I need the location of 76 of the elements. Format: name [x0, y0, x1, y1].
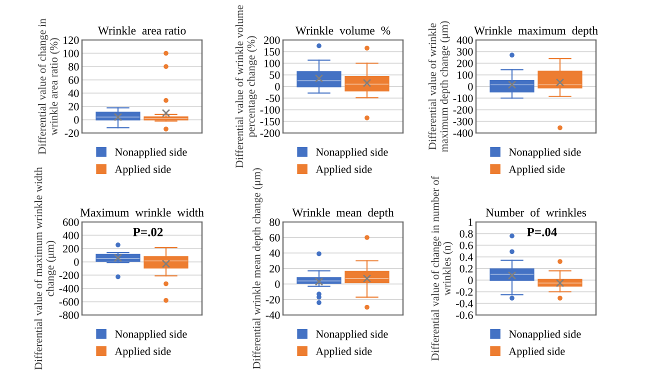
y-tick-label: 0.2	[460, 264, 473, 273]
y-axis-title: Differential value of wrinkle volume percentage change (%)	[235, 5, 258, 168]
legend-label: Nonapplied side	[114, 148, 187, 158]
y-tick-label: -400	[453, 129, 473, 137]
y-tick-label: -0.4	[456, 300, 474, 308]
legend-label: Nonapplied side	[508, 148, 581, 158]
y-tick-label: 0.4	[460, 253, 474, 261]
y-tick-label: -20	[266, 296, 280, 304]
y-tick-label: 0	[468, 276, 473, 284]
y-tick-label: -100	[260, 106, 280, 114]
y-tick-label: 1	[468, 218, 473, 226]
legend-label: Applied side	[508, 165, 565, 176]
legend-label: Applied side	[114, 347, 171, 358]
y-tick-label: 200	[457, 60, 473, 68]
chart-title: Wrinkle maximum depth	[474, 26, 598, 37]
chart-title: Wrinkle area ratio	[98, 26, 186, 35]
y-tick-label: 20	[68, 102, 79, 110]
y-tick-label: 100	[458, 71, 473, 79]
y-tick-label: 80	[68, 63, 79, 71]
y-tick-label: 40	[269, 249, 280, 257]
y-tick-label: 400	[62, 232, 79, 240]
chart-title: Number of wrinkles	[486, 208, 586, 217]
y-tick-label: 150	[264, 48, 280, 56]
y-axis-title: Differential value of wrinkle maximum depth change (μm)	[428, 21, 450, 152]
y-tick-label: -200	[260, 129, 280, 137]
y-tick-label: -150	[260, 118, 280, 126]
y-tick-label: -200	[59, 272, 79, 280]
y-tick-label: -600	[59, 298, 79, 306]
y-tick-label: 50	[270, 71, 280, 79]
legend-label: Applied side	[114, 165, 171, 176]
y-tick-label: -20	[64, 129, 79, 137]
y-tick-label: 60	[270, 234, 280, 242]
y-tick-label: -100	[453, 94, 473, 102]
y-tick-label: -800	[59, 311, 79, 319]
legend-label: Nonapplied side	[316, 330, 388, 340]
y-tick-label: 100	[64, 50, 79, 58]
y-tick-label: 0.6	[460, 242, 473, 250]
chart-title: Wrinkle mean depth	[292, 208, 394, 219]
legend-label: Nonapplied side	[114, 330, 187, 340]
y-tick-label: 200	[264, 36, 280, 44]
annotation: P=.02	[133, 228, 163, 236]
y-tick-label: 40	[68, 90, 79, 98]
y-tick-label: 0.8	[460, 230, 473, 238]
y-tick-label: -400	[59, 284, 79, 292]
annotation: P=.04	[527, 228, 557, 236]
y-tick-label: 0	[74, 116, 79, 124]
y-tick-label: 300	[457, 48, 473, 56]
y-tick-label: -300	[453, 118, 473, 126]
y-axis-title: Differential value of maximum wrinkle width change (μm)	[34, 167, 56, 370]
y-tick-label: 20	[270, 264, 280, 272]
y-tick-label: 120	[64, 36, 79, 44]
y-tick-label: 0	[468, 82, 473, 90]
y-tick-label: -0.6	[456, 311, 473, 320]
y-tick-label: -0.2	[456, 288, 473, 296]
y-axis-title: Differential value of change in number of wrinkles (n)	[431, 176, 453, 361]
y-tick-label: -40	[266, 311, 280, 319]
y-axis-title: Differential wrinkle mean depth change (μm)	[252, 168, 263, 370]
legend-label: Nonapplied side	[508, 330, 581, 340]
legend-label: Applied side	[508, 347, 565, 358]
chart-title: Wrinkle volume %	[295, 26, 390, 35]
legend-label: Applied side	[316, 347, 372, 358]
y-tick-label: 60	[68, 76, 79, 84]
legend-label: Nonapplied side	[316, 148, 388, 158]
legend-label: Applied side	[316, 165, 372, 176]
y-tick-label: 200	[63, 245, 79, 253]
y-tick-label: 600	[63, 218, 79, 226]
y-tick-label: 0	[275, 82, 280, 90]
y-tick-label: 0	[275, 280, 280, 288]
y-tick-label: 400	[456, 36, 473, 44]
y-tick-label: -50	[266, 94, 280, 102]
y-tick-label: 80	[270, 218, 280, 226]
y-tick-label: 100	[264, 60, 280, 68]
y-tick-label: 0	[74, 258, 79, 266]
y-axis-title: Differential value of change in wrinkle area ratio (%)	[38, 18, 60, 154]
y-tick-label: -200	[453, 106, 473, 114]
chart-title: Maximum wrinkle width	[80, 208, 204, 217]
